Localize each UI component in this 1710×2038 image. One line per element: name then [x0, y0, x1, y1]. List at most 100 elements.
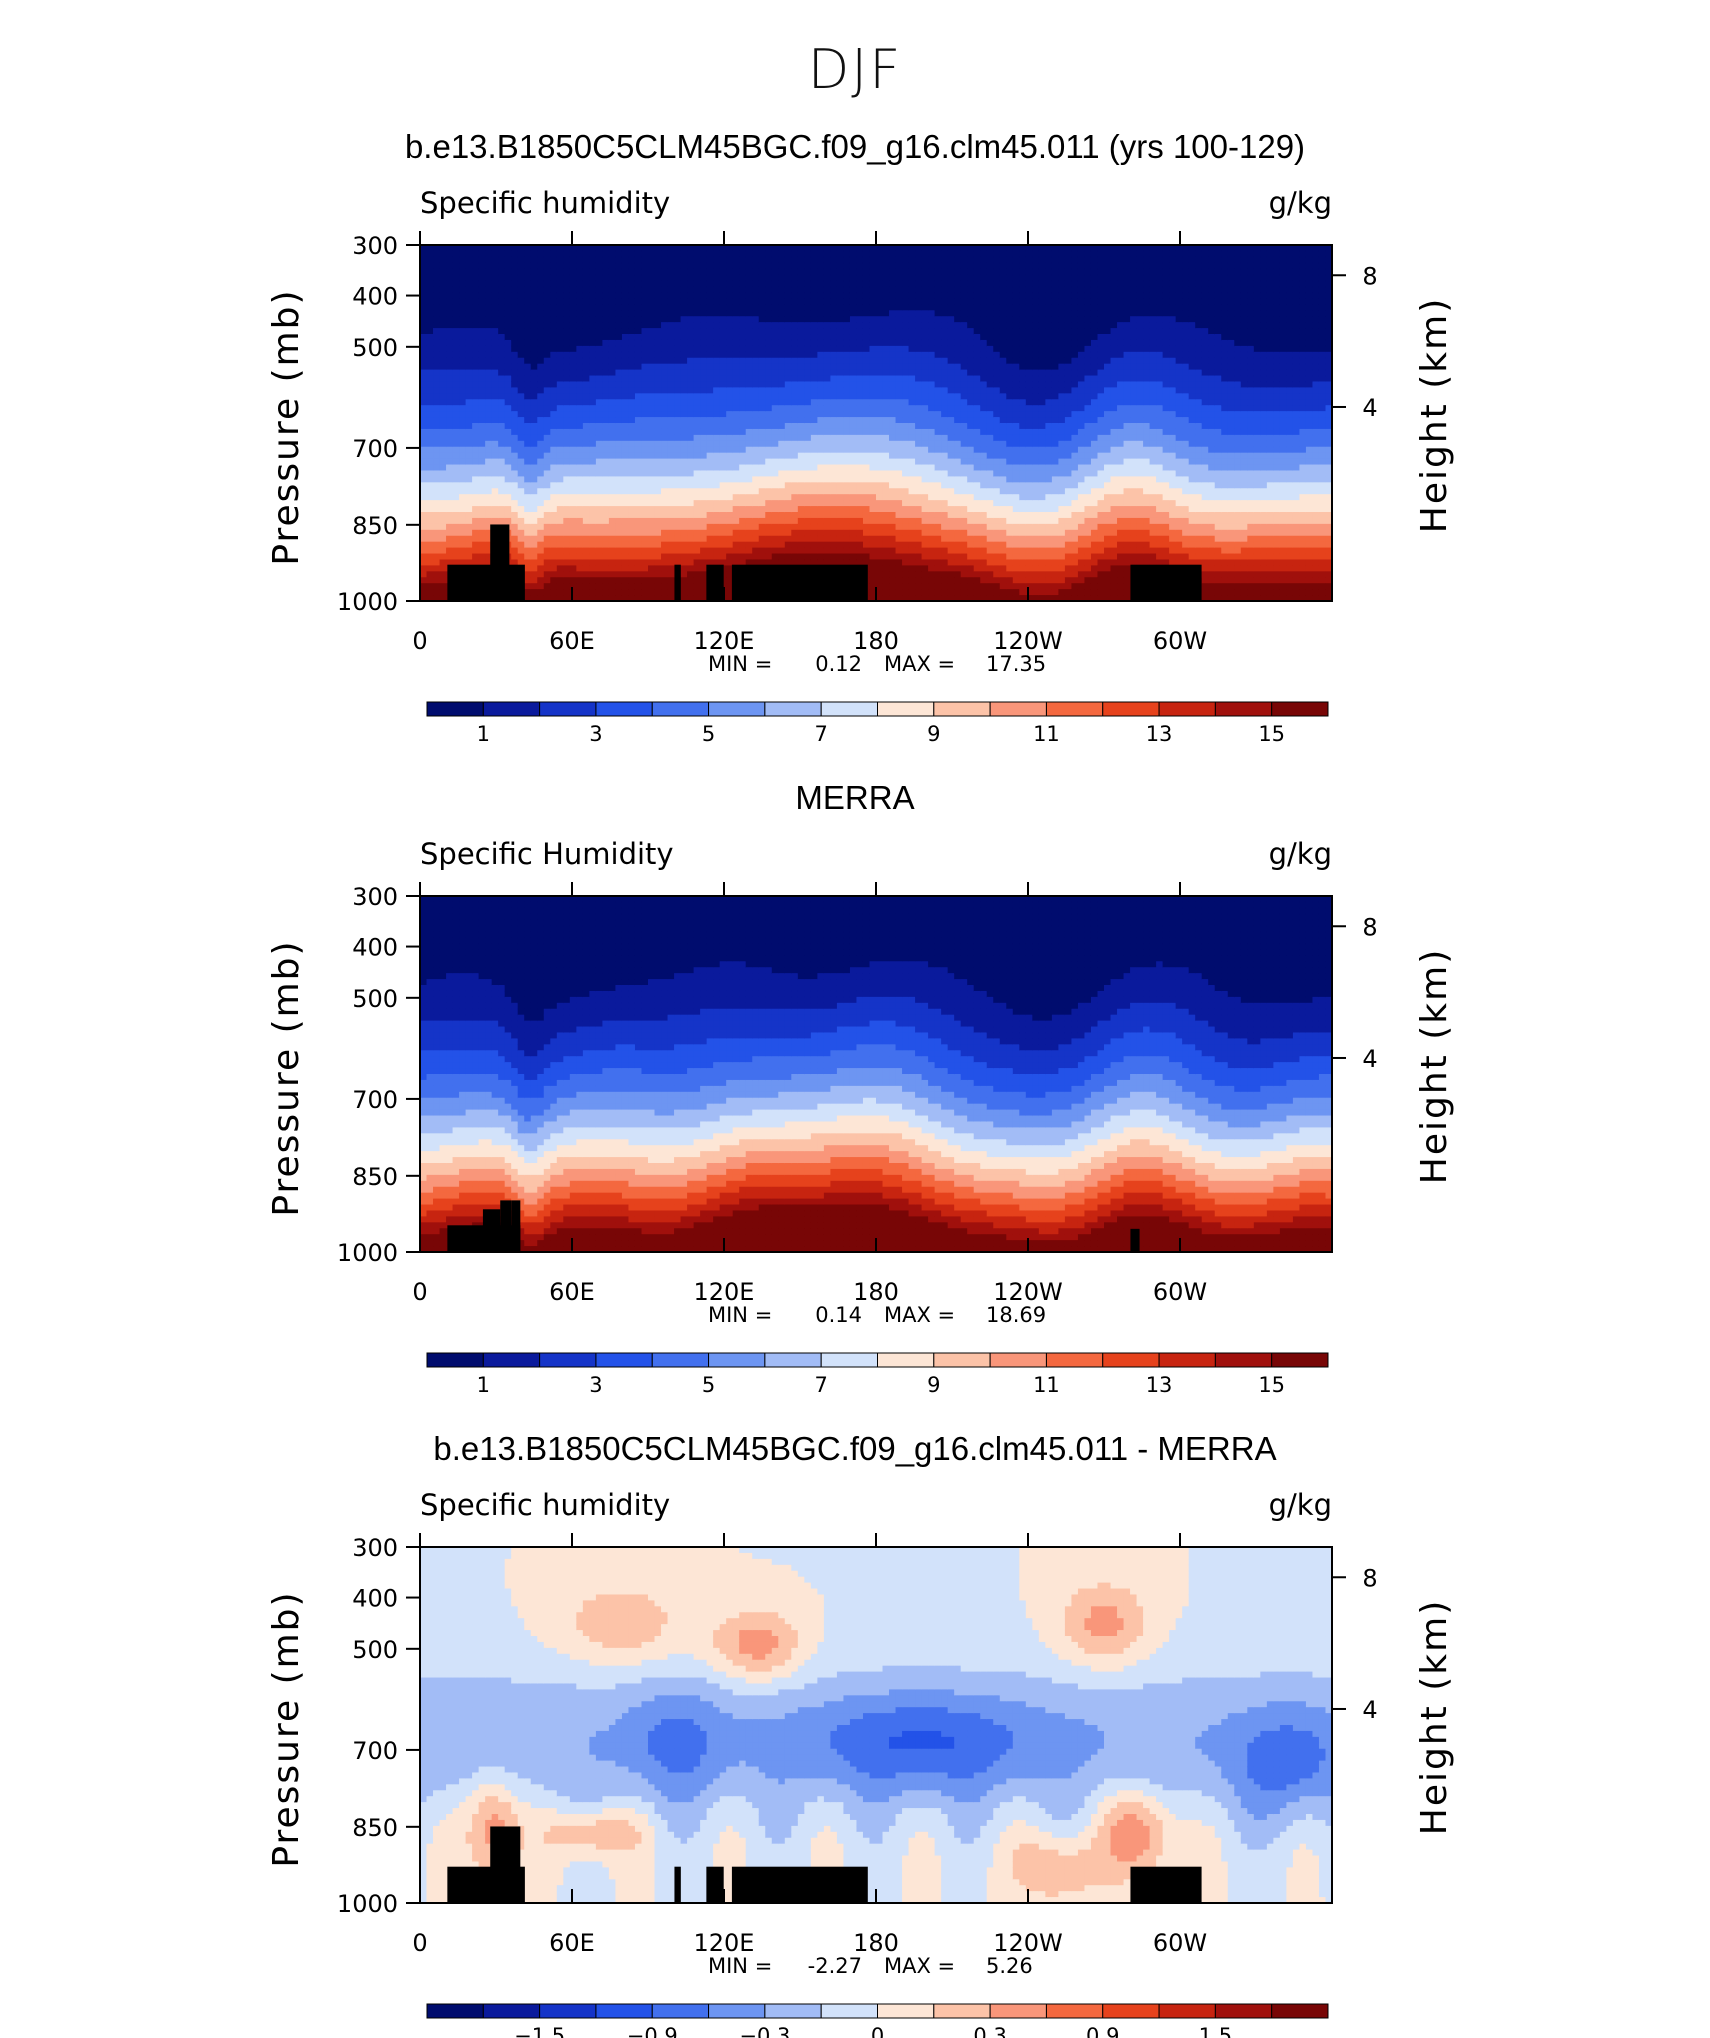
contour-cell	[778, 286, 786, 294]
contour-cell	[674, 517, 682, 525]
contour-cell	[836, 470, 845, 477]
contour-cell	[634, 535, 643, 543]
contour-cell	[836, 357, 845, 365]
contour-cell	[739, 298, 747, 305]
contour-cell	[934, 488, 942, 495]
contour-cell	[882, 292, 890, 299]
contour-cell	[511, 517, 519, 525]
contour-cell	[433, 256, 441, 264]
contour-cell	[641, 381, 649, 388]
contour-cell	[634, 482, 643, 489]
contour-cell	[745, 262, 753, 270]
contour-cell	[452, 428, 460, 436]
contour-cell	[830, 245, 838, 252]
contour-cell	[504, 381, 512, 388]
contour-cell	[823, 245, 831, 252]
contour-cell	[915, 316, 923, 323]
contour-cell	[524, 399, 532, 406]
contour-cell	[504, 339, 512, 347]
contour-cell	[960, 256, 968, 264]
contour-cell	[882, 523, 890, 531]
contour-cell	[895, 553, 903, 561]
contour-cell	[941, 369, 949, 377]
contour-cell	[680, 571, 688, 578]
contour-cell	[563, 339, 571, 347]
contour-cell	[550, 500, 558, 507]
contour-cell	[582, 268, 590, 276]
contour-cell	[745, 316, 753, 323]
contour-cell	[823, 452, 831, 460]
contour-cell	[517, 304, 525, 311]
contour-cell	[758, 363, 766, 371]
contour-cell	[420, 428, 428, 436]
contour-cell	[889, 393, 897, 400]
contour-cell	[895, 577, 903, 584]
contour-cell	[576, 274, 584, 282]
contour-cell	[934, 304, 942, 311]
contour-cell	[908, 322, 916, 329]
contour-cell	[849, 292, 858, 299]
contour-cell	[687, 262, 695, 270]
contour-cell	[947, 428, 955, 436]
contour-cell	[517, 245, 525, 252]
contour-cell	[700, 428, 708, 436]
contour-cell	[758, 316, 766, 323]
contour-cell	[517, 399, 525, 406]
contour-cell	[537, 577, 545, 584]
contour-cell	[745, 434, 753, 442]
contour-cell	[908, 494, 916, 501]
contour-cell	[856, 250, 864, 258]
contour-cell	[954, 577, 962, 584]
contour-cell	[739, 256, 747, 264]
contour-cell	[563, 280, 571, 288]
contour-cell	[654, 500, 662, 507]
contour-cell	[576, 434, 584, 442]
contour-cell	[498, 393, 506, 400]
contour-cell	[752, 345, 760, 353]
contour-cell	[713, 535, 721, 543]
contour-cell	[589, 292, 597, 299]
contour-cell	[543, 577, 551, 584]
contour-cell	[745, 452, 753, 460]
contour-cell	[426, 434, 434, 442]
contour-cell	[921, 399, 929, 406]
contour-cell	[784, 339, 792, 347]
contour-cell	[589, 328, 597, 335]
contour-cell	[530, 375, 538, 383]
contour-cell	[504, 316, 512, 323]
contour-cell	[856, 488, 864, 495]
contour-cell	[576, 298, 584, 305]
contour-cell	[862, 345, 871, 353]
contour-cell	[960, 262, 968, 270]
contour-cell	[726, 262, 734, 270]
contour-cell	[889, 565, 897, 572]
contour-cell	[628, 494, 636, 501]
contour-cell	[621, 310, 630, 317]
contour-cell	[485, 375, 493, 383]
contour-cell	[524, 583, 532, 590]
contour-cell	[602, 393, 610, 400]
contour-cell	[569, 583, 577, 590]
contour-cell	[752, 262, 760, 270]
contour-cell	[719, 417, 727, 424]
contour-cell	[420, 334, 428, 341]
contour-cell	[810, 423, 818, 430]
contour-cell	[765, 482, 773, 489]
contour-cell	[882, 417, 890, 424]
contour-cell	[517, 488, 525, 495]
contour-cell	[420, 464, 428, 472]
contour-cell	[915, 256, 923, 264]
contour-cell	[895, 250, 903, 258]
contour-cell	[771, 298, 779, 305]
contour-cell	[628, 423, 636, 430]
contour-cell	[595, 351, 603, 359]
contour-cell	[433, 547, 441, 555]
contour-cell	[765, 470, 773, 477]
contour-cell	[641, 458, 649, 466]
contour-cell	[628, 262, 636, 270]
contour-cell	[550, 393, 558, 400]
contour-cell	[634, 488, 643, 495]
contour-cell	[713, 292, 721, 299]
contour-cell	[817, 405, 825, 412]
contour-cell	[693, 339, 701, 347]
